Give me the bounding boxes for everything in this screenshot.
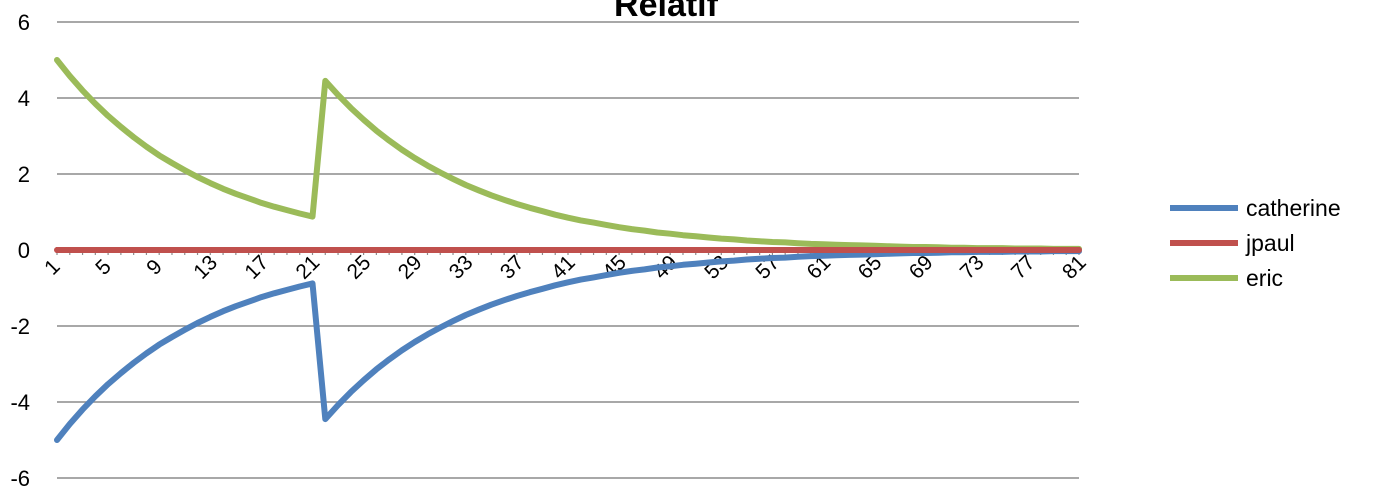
x-tick-label: 17: [240, 251, 273, 284]
x-tick-label: 45: [598, 251, 631, 284]
x-tick-label: 25: [343, 251, 376, 284]
legend-label-eric: eric: [1246, 265, 1283, 291]
series-layer: [54, 57, 1082, 443]
x-tick-label: 29: [394, 251, 427, 284]
x-tick-label: 21: [292, 251, 325, 284]
y-tick-label: -4: [10, 390, 30, 415]
y-tick-label: -2: [10, 314, 30, 339]
x-tick-label: 73: [956, 251, 989, 284]
legend-label-catherine: catherine: [1246, 195, 1341, 221]
x-tick-label: 13: [189, 251, 222, 284]
y-axis: -6 -4 -2 0 2 4 6: [10, 10, 30, 488]
x-tick-label: 9: [142, 255, 167, 280]
y-tick-label: 0: [18, 238, 30, 263]
gridlines: [57, 21, 1079, 479]
y-tick-label: 4: [18, 86, 30, 111]
x-tick-label: 37: [496, 251, 529, 284]
legend: catherine jpaul eric: [1170, 195, 1341, 291]
x-tick-label: 81: [1058, 251, 1091, 284]
x-tick-label: 53: [700, 251, 733, 284]
series-line-eric: [54, 57, 1082, 252]
series-line-catherine: [54, 248, 1082, 443]
x-tick-label: 5: [91, 255, 116, 280]
x-tick-label: 77: [1007, 251, 1040, 284]
chart-title: Relatif: [614, 0, 719, 24]
legend-label-jpaul: jpaul: [1245, 230, 1295, 256]
x-tick-label: 33: [445, 251, 478, 284]
y-tick-label: 2: [18, 162, 30, 187]
x-tick-label: 1: [40, 255, 65, 280]
y-tick-label: 6: [18, 10, 30, 35]
y-tick-label: -6: [10, 466, 30, 488]
